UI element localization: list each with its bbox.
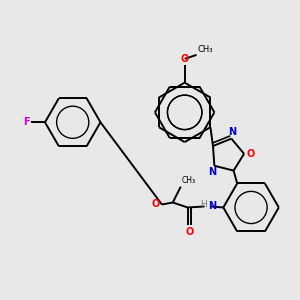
Text: O: O	[246, 149, 254, 159]
Text: CH₃: CH₃	[182, 176, 196, 185]
Text: H: H	[200, 200, 206, 209]
Text: CH₃: CH₃	[198, 45, 213, 54]
Text: F: F	[23, 117, 30, 127]
Text: O: O	[185, 227, 193, 237]
Text: N: N	[228, 127, 236, 136]
Text: O: O	[181, 54, 189, 64]
Text: O: O	[152, 200, 160, 209]
Text: N: N	[208, 167, 217, 177]
Text: N: N	[208, 202, 217, 212]
